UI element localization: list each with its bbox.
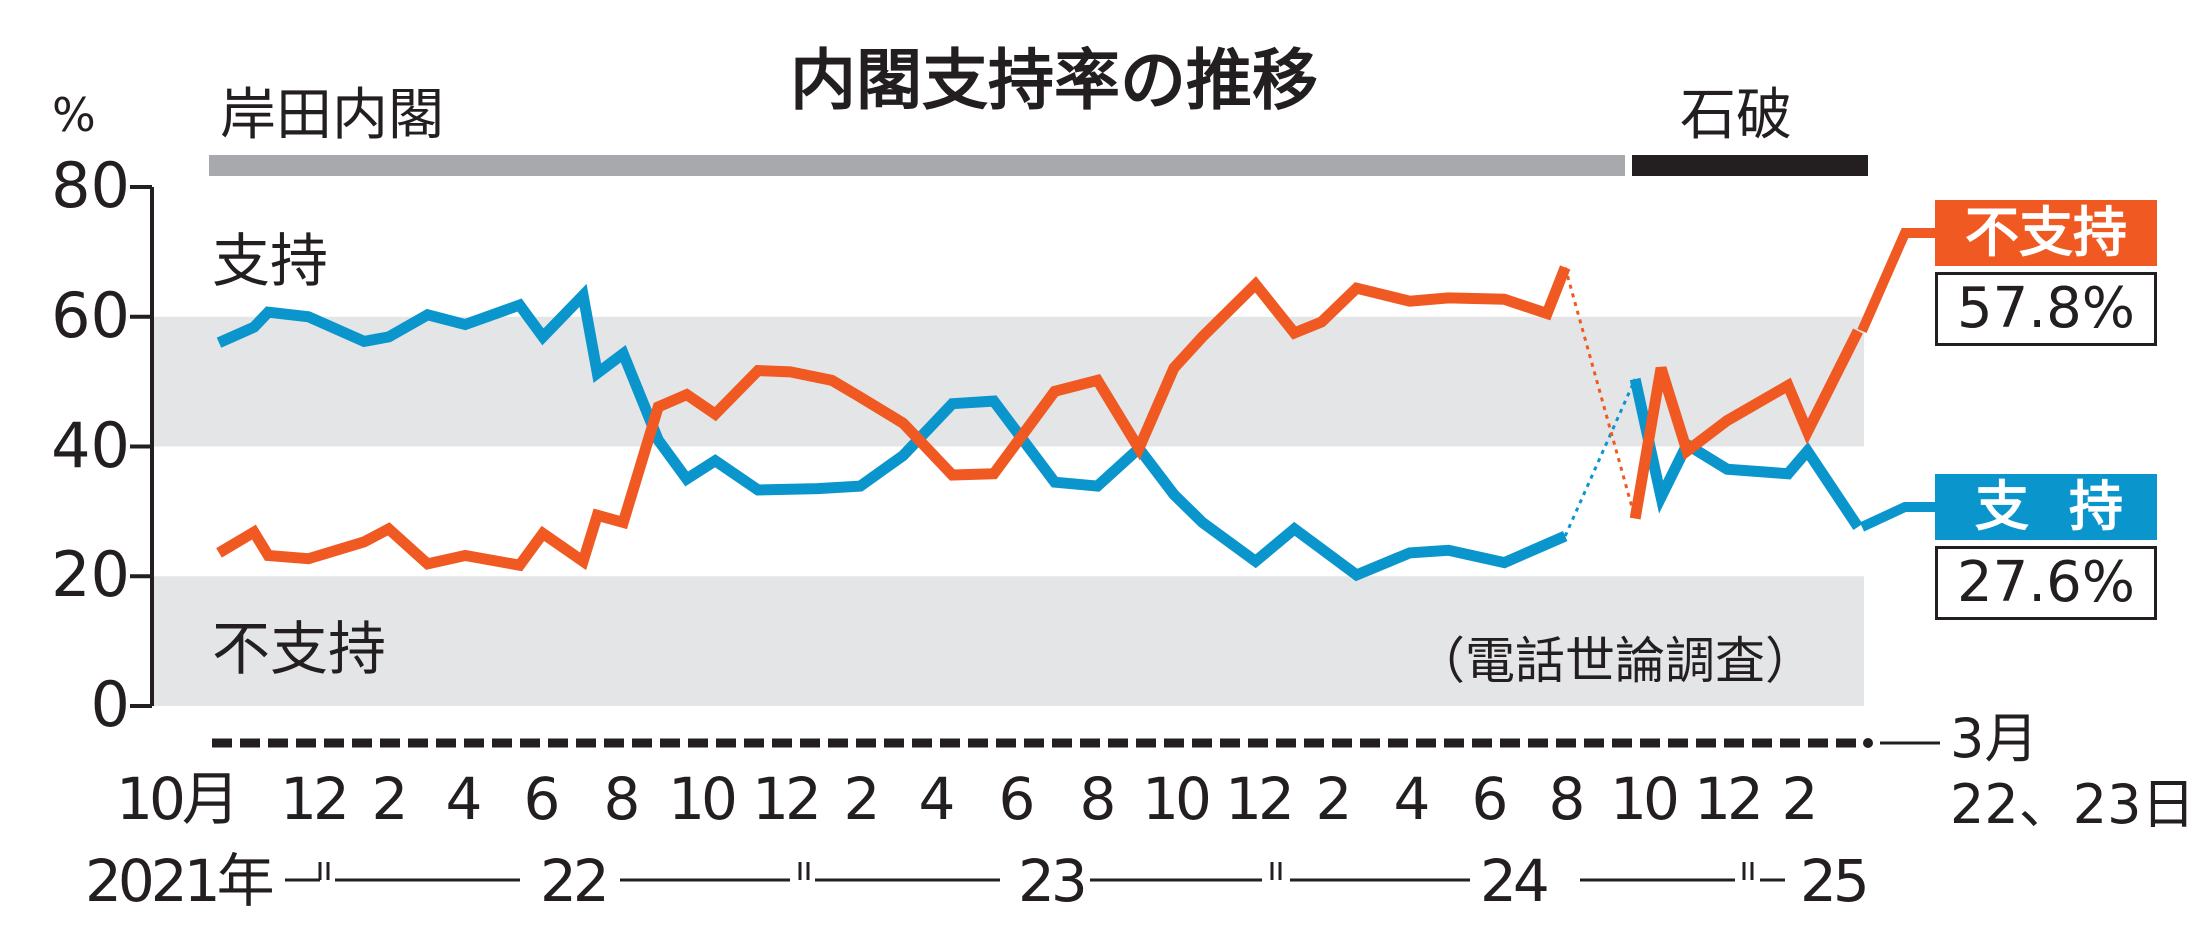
y-tick-label: 20 [51, 538, 130, 612]
x-tick-month: 12 [280, 765, 350, 833]
x-tick-month: 2 [1315, 765, 1353, 833]
x-tick-month: 8 [1548, 765, 1586, 833]
series-label-support: 支持 [212, 227, 329, 295]
y-tick-label: 0 [90, 668, 130, 741]
x-tick-month: 12 [752, 765, 822, 833]
x-tick-month: 10 [1142, 765, 1212, 833]
band-0-20 [154, 576, 1864, 706]
x-tick-month: 2 [371, 765, 409, 833]
cabinet-label-ishiba: 石破 [1680, 83, 1792, 148]
x-tick-month: 4 [1393, 765, 1431, 833]
x-tick-month: 10 [1610, 765, 1680, 833]
cabinet-bar-ishiba [1632, 155, 1868, 176]
x-tick-year: 2021年 [85, 847, 275, 915]
x-tick-year: 22 [540, 847, 610, 915]
series-line-oppose [216, 265, 1571, 572]
cabinet-change-dotted-oppose [1563, 267, 1637, 519]
x-tick-month: 4 [445, 765, 483, 833]
x-tick-month: 12 [1225, 765, 1295, 833]
cabinet-label-kishida: 岸田内閣 [220, 83, 444, 148]
x-tick-year: 24 [1480, 847, 1550, 915]
x-tick-month: 2 [1781, 765, 1819, 833]
end-date-days: 22、23日 [1950, 773, 2196, 836]
x-tick-month: 12 [1694, 765, 1764, 833]
survey-note: （電話世論調査） [1415, 632, 1815, 690]
series-label-oppose: 不支持 [212, 615, 387, 683]
x-tick-month: 6 [998, 765, 1036, 833]
x-tick-year: 23 [1018, 847, 1088, 915]
x-tick-month: 4 [918, 765, 956, 833]
series-line-oppose [1629, 328, 1863, 520]
x-tick-month: 8 [603, 765, 641, 833]
final-value-support: 27.6% [1935, 546, 2157, 620]
series-line-support [1629, 377, 1863, 530]
y-tick-label: 80 [51, 149, 130, 222]
legend-oppose-box: 不支持 [1935, 200, 2157, 266]
legend-support-box: 支持 [1935, 474, 2157, 540]
y-tick-label: 60 [51, 278, 130, 352]
x-tick-month: 10 [668, 765, 738, 833]
y-tick-label: 40 [51, 408, 130, 482]
leader-oppose [1857, 228, 1935, 334]
cabinet-change-dotted-support [1563, 378, 1637, 537]
leader-support [1859, 502, 1935, 532]
series-line-support [216, 283, 1568, 582]
time-axis-end-dot [1863, 738, 1873, 748]
x-tick-month: 6 [1471, 765, 1509, 833]
x-tick-year: 25 [1800, 847, 1870, 915]
cabinet-bar-kishida [209, 155, 1625, 176]
chart-title: 内閣支持率の推移 [790, 42, 1318, 119]
x-tick-month: 8 [1079, 765, 1117, 833]
end-date-month: 3月 [1950, 707, 2039, 770]
x-tick-month: 6 [523, 765, 561, 833]
x-tick-month: 10月 [116, 765, 240, 833]
final-value-oppose: 57.8% [1935, 272, 2157, 346]
y-axis-unit: % [52, 88, 96, 142]
x-tick-month: 2 [843, 765, 881, 833]
